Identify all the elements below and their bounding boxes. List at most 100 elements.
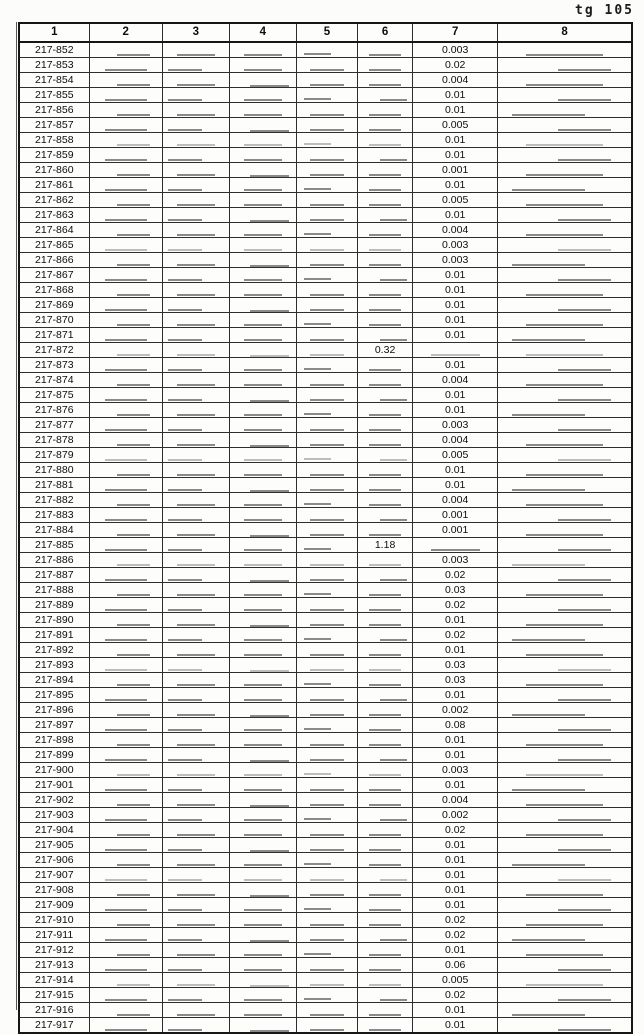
row-label-cell: 217-866 bbox=[18, 252, 90, 268]
col7-value-cell: 0.02 bbox=[412, 927, 499, 943]
col6-value-cell bbox=[357, 177, 414, 193]
empty-cell bbox=[228, 972, 297, 988]
empty-cell bbox=[228, 237, 297, 253]
col6-value-cell bbox=[357, 41, 414, 58]
column-header: 1 bbox=[18, 22, 90, 43]
empty-cell bbox=[295, 807, 359, 823]
empty-cell bbox=[88, 447, 163, 463]
empty-cell bbox=[161, 402, 230, 418]
empty-cell bbox=[228, 297, 297, 313]
row-label-cell: 217-914 bbox=[18, 972, 90, 988]
empty-cell bbox=[88, 882, 163, 898]
col6-value-cell bbox=[357, 627, 414, 643]
col7-value-cell: 0.01 bbox=[412, 207, 499, 223]
empty-cell bbox=[88, 342, 163, 358]
row-label-cell: 217-858 bbox=[18, 132, 90, 148]
table-body: 217-852 0.003 217-853 0.02 217-854 0.004 217-8… bbox=[18, 41, 633, 1034]
empty-cell bbox=[497, 41, 633, 58]
table-row: 217-884 0.001 bbox=[18, 522, 633, 538]
empty-cell bbox=[88, 597, 163, 613]
empty-cell bbox=[161, 297, 230, 313]
col7-value-cell: 0.01 bbox=[412, 867, 499, 883]
empty-cell bbox=[228, 642, 297, 658]
empty-cell bbox=[497, 837, 633, 853]
col7-value-cell: 0.003 bbox=[412, 762, 499, 778]
col6-value-cell bbox=[357, 417, 414, 433]
empty-cell bbox=[88, 657, 163, 673]
empty-cell bbox=[497, 372, 633, 388]
empty-cell bbox=[228, 327, 297, 343]
column-header: 4 bbox=[228, 22, 297, 43]
empty-cell bbox=[161, 582, 230, 598]
col6-value-cell bbox=[357, 657, 414, 673]
row-label-cell: 217-852 bbox=[18, 41, 90, 58]
empty-cell bbox=[161, 522, 230, 538]
empty-cell bbox=[161, 312, 230, 328]
empty-cell bbox=[228, 897, 297, 913]
empty-cell bbox=[228, 792, 297, 808]
col6-value-cell bbox=[357, 387, 414, 403]
table-row: 217-890 0.01 bbox=[18, 612, 633, 628]
empty-cell bbox=[497, 252, 633, 268]
column-header: 5 bbox=[295, 22, 359, 43]
empty-cell bbox=[497, 417, 633, 433]
col7-value-cell: 0.003 bbox=[412, 237, 499, 253]
col7-value-cell: 0.01 bbox=[412, 747, 499, 763]
col6-value-cell bbox=[357, 822, 414, 838]
empty-cell bbox=[161, 192, 230, 208]
empty-cell bbox=[295, 1002, 359, 1018]
empty-cell bbox=[295, 627, 359, 643]
empty-cell bbox=[88, 387, 163, 403]
empty-cell bbox=[88, 72, 163, 88]
empty-cell bbox=[88, 162, 163, 178]
empty-cell bbox=[88, 312, 163, 328]
table-row: 217-880 0.01 bbox=[18, 462, 633, 478]
col6-value-cell bbox=[357, 72, 414, 88]
empty-cell bbox=[295, 72, 359, 88]
empty-cell bbox=[497, 342, 633, 358]
col6-value-cell bbox=[357, 372, 414, 388]
empty-cell bbox=[161, 462, 230, 478]
empty-cell bbox=[161, 852, 230, 868]
empty-cell bbox=[497, 777, 633, 793]
table-row: 217-907 0.01 bbox=[18, 867, 633, 883]
col7-value-cell: 0.01 bbox=[412, 1002, 499, 1018]
empty-cell bbox=[161, 282, 230, 298]
col7-value-cell: 0.02 bbox=[412, 987, 499, 1003]
table-row: 217-893 0.03 bbox=[18, 657, 633, 673]
row-label-cell: 217-869 bbox=[18, 297, 90, 313]
empty-cell bbox=[295, 147, 359, 163]
empty-cell bbox=[228, 867, 297, 883]
table-row: 217-863 0.01 bbox=[18, 207, 633, 223]
empty-cell bbox=[497, 57, 633, 73]
col6-value-cell bbox=[357, 882, 414, 898]
col7-value-cell: 0.01 bbox=[412, 732, 499, 748]
empty-cell bbox=[228, 492, 297, 508]
empty-cell bbox=[295, 732, 359, 748]
empty-cell bbox=[497, 237, 633, 253]
empty-cell bbox=[497, 612, 633, 628]
col6-value-cell bbox=[357, 237, 414, 253]
empty-cell bbox=[295, 522, 359, 538]
empty-cell bbox=[228, 357, 297, 373]
col6-value-cell bbox=[357, 717, 414, 733]
empty-cell bbox=[497, 477, 633, 493]
table-row: 217-886 0.003 bbox=[18, 552, 633, 568]
col7-value-cell: 0.003 bbox=[412, 417, 499, 433]
row-label-cell: 217-868 bbox=[18, 282, 90, 298]
empty-cell bbox=[161, 237, 230, 253]
empty-cell bbox=[88, 942, 163, 958]
empty-cell bbox=[228, 447, 297, 463]
empty-cell bbox=[295, 102, 359, 118]
table-row: 217-916 0.01 bbox=[18, 1002, 633, 1018]
empty-cell bbox=[295, 342, 359, 358]
row-label-cell: 217-902 bbox=[18, 792, 90, 808]
empty-cell bbox=[228, 747, 297, 763]
empty-cell bbox=[161, 252, 230, 268]
empty-cell bbox=[88, 357, 163, 373]
table-row: 217-852 0.003 bbox=[18, 41, 633, 58]
col6-value-cell bbox=[357, 507, 414, 523]
empty-cell bbox=[228, 177, 297, 193]
empty-cell bbox=[161, 357, 230, 373]
row-label-cell: 217-879 bbox=[18, 447, 90, 463]
